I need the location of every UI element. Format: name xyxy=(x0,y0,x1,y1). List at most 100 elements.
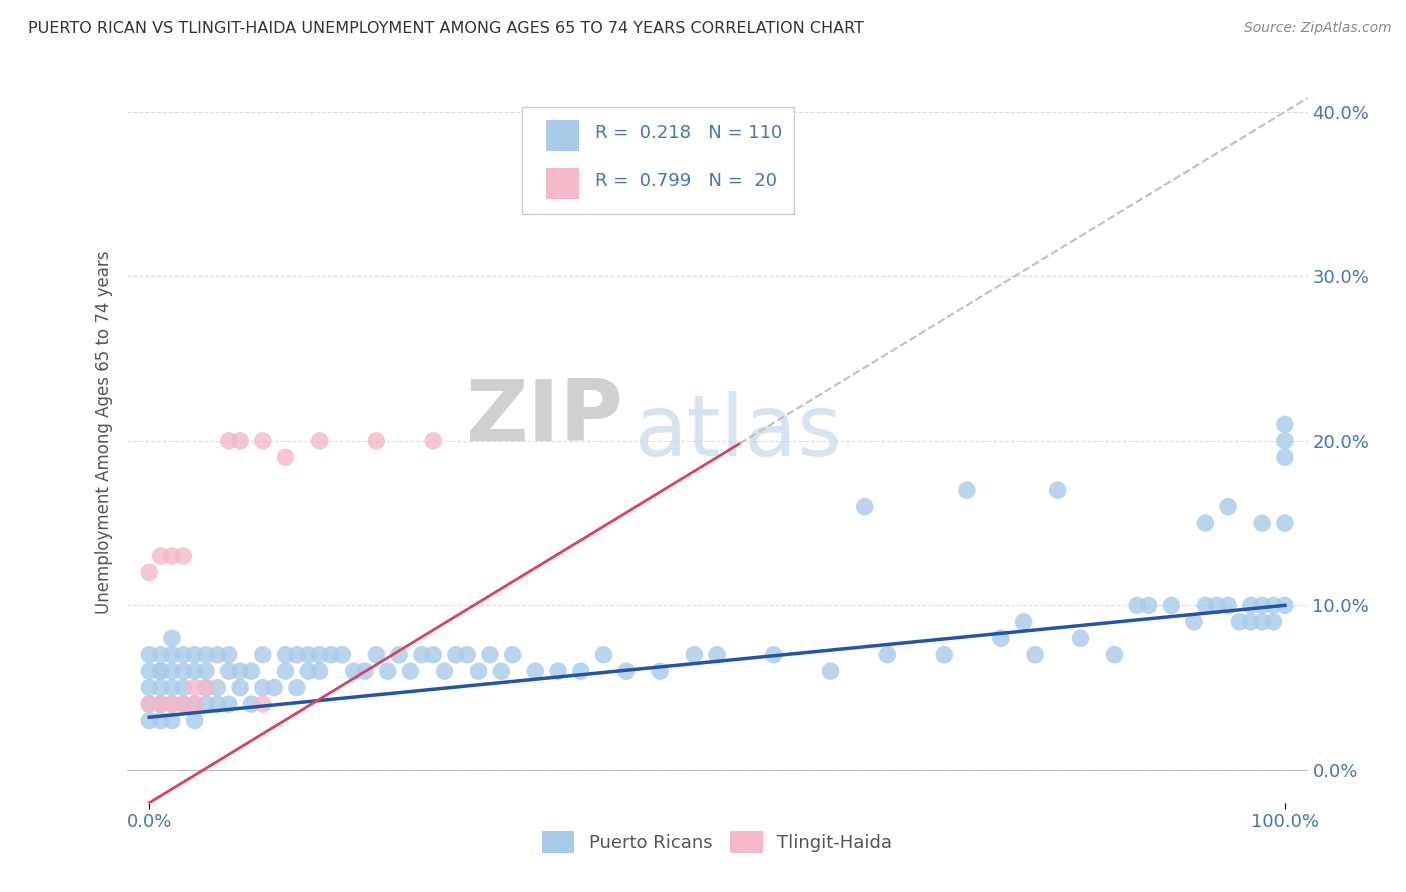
Point xyxy=(308,664,330,678)
Point xyxy=(183,681,205,695)
Point xyxy=(569,664,592,678)
Text: atlas: atlas xyxy=(634,391,842,475)
Point xyxy=(1216,599,1239,613)
FancyBboxPatch shape xyxy=(546,120,579,152)
Point xyxy=(1229,615,1251,629)
Y-axis label: Unemployment Among Ages 65 to 74 years: Unemployment Among Ages 65 to 74 years xyxy=(94,251,112,615)
Point xyxy=(820,664,842,678)
Text: ZIP: ZIP xyxy=(465,376,623,459)
Point xyxy=(990,632,1012,646)
Point xyxy=(274,648,297,662)
Point xyxy=(172,549,194,563)
Point xyxy=(956,483,979,498)
Point xyxy=(138,648,160,662)
Point xyxy=(388,648,411,662)
Point xyxy=(149,681,172,695)
Point xyxy=(207,697,229,711)
Point xyxy=(229,664,252,678)
Text: PUERTO RICAN VS TLINGIT-HAIDA UNEMPLOYMENT AMONG AGES 65 TO 74 YEARS CORRELATION: PUERTO RICAN VS TLINGIT-HAIDA UNEMPLOYME… xyxy=(28,21,865,36)
Point xyxy=(1274,434,1296,448)
Point xyxy=(149,697,172,711)
Point xyxy=(1046,483,1069,498)
Point xyxy=(934,648,956,662)
Point xyxy=(853,500,876,514)
FancyBboxPatch shape xyxy=(546,169,579,200)
Point xyxy=(195,648,218,662)
Point xyxy=(149,714,172,728)
Point xyxy=(195,681,218,695)
Point xyxy=(1263,599,1285,613)
Point xyxy=(1160,599,1182,613)
Point xyxy=(1205,599,1227,613)
Point xyxy=(149,648,172,662)
FancyBboxPatch shape xyxy=(522,107,794,214)
Point xyxy=(218,434,240,448)
Point xyxy=(207,681,229,695)
Point xyxy=(149,549,172,563)
Point xyxy=(502,648,524,662)
Point xyxy=(172,648,194,662)
Point xyxy=(138,566,160,580)
Point xyxy=(706,648,728,662)
Point xyxy=(1069,632,1091,646)
Text: R =  0.799   N =  20: R = 0.799 N = 20 xyxy=(595,172,778,190)
Point xyxy=(876,648,898,662)
Point xyxy=(1251,599,1274,613)
Point xyxy=(399,664,422,678)
Point xyxy=(252,434,274,448)
Point xyxy=(1126,599,1149,613)
Point xyxy=(1240,615,1263,629)
Point xyxy=(444,648,467,662)
Point xyxy=(218,664,240,678)
Point xyxy=(1263,615,1285,629)
Text: R =  0.218   N = 110: R = 0.218 N = 110 xyxy=(595,124,783,142)
Point xyxy=(1274,450,1296,465)
Point xyxy=(1274,417,1296,432)
Point xyxy=(1182,615,1205,629)
Point xyxy=(1251,516,1274,530)
Point xyxy=(252,697,274,711)
Point xyxy=(274,664,297,678)
Point xyxy=(308,648,330,662)
Point xyxy=(1104,648,1126,662)
Point xyxy=(160,681,183,695)
Point xyxy=(138,697,160,711)
Point xyxy=(218,648,240,662)
Point xyxy=(308,434,330,448)
Point xyxy=(183,714,205,728)
Point xyxy=(354,664,377,678)
Point xyxy=(343,664,366,678)
Point xyxy=(183,697,205,711)
Point xyxy=(229,434,252,448)
Point xyxy=(1194,599,1216,613)
Point xyxy=(195,681,218,695)
Point xyxy=(172,697,194,711)
Point xyxy=(195,664,218,678)
Point xyxy=(229,681,252,695)
Point xyxy=(160,664,183,678)
Point xyxy=(160,549,183,563)
Point xyxy=(411,648,433,662)
Point xyxy=(1024,648,1046,662)
Point xyxy=(762,648,785,662)
Point xyxy=(319,648,342,662)
Point xyxy=(1251,615,1274,629)
Point xyxy=(1274,599,1296,613)
Point xyxy=(207,648,229,662)
Point xyxy=(218,697,240,711)
Point xyxy=(195,697,218,711)
Point xyxy=(172,697,194,711)
Point xyxy=(422,434,444,448)
Point xyxy=(172,681,194,695)
Point xyxy=(274,450,297,465)
Point xyxy=(1194,516,1216,530)
Point xyxy=(297,664,319,678)
Point xyxy=(285,648,308,662)
Point xyxy=(149,664,172,678)
Point xyxy=(297,648,319,662)
Point xyxy=(138,664,160,678)
Point xyxy=(149,664,172,678)
Point xyxy=(1274,516,1296,530)
Point xyxy=(160,648,183,662)
Point xyxy=(456,648,478,662)
